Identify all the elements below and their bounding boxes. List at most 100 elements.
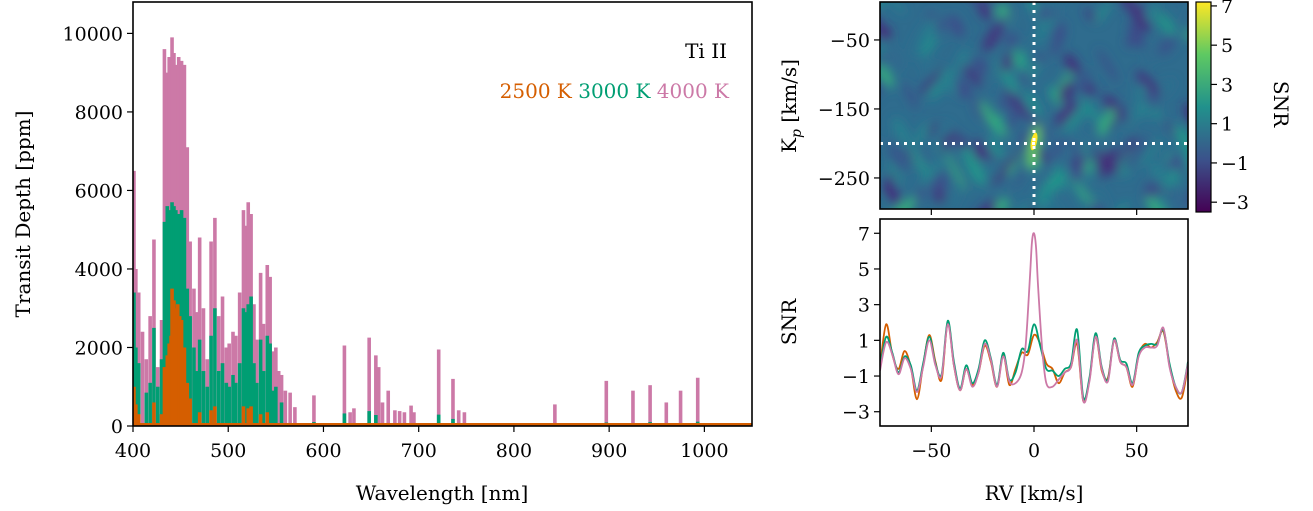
heatmap-cell xyxy=(902,81,918,110)
heatmap-y-ticks: −50 −150 −250 xyxy=(818,30,880,190)
snr-x-axis-label: RV [km/s] xyxy=(985,481,1084,505)
heatmap-x-ticks xyxy=(930,209,1138,215)
heatmap-cell xyxy=(1058,80,1075,103)
heatmap-cell xyxy=(1118,135,1137,167)
temperature-legend: 2500 K 3000 K 4000 K xyxy=(500,79,730,103)
heatmap-cell xyxy=(852,191,869,212)
heatmap-cell xyxy=(880,2,886,9)
x-tick-label: 500 xyxy=(210,440,246,462)
heatmap-cell xyxy=(918,65,944,97)
heatmap-cell xyxy=(1119,2,1145,20)
colorbar-ticks: 7 5 3 1 −1 −3 xyxy=(1211,0,1249,214)
heatmap-cell xyxy=(1146,45,1159,64)
heatmap-cell xyxy=(892,117,912,150)
heatmap-cell xyxy=(1164,167,1181,187)
heatmap-cell xyxy=(947,14,965,37)
heatmap-cell xyxy=(1066,176,1087,209)
heatmap-cell xyxy=(880,186,890,209)
y-tick-label: 4000 xyxy=(75,259,123,281)
heatmap-cell xyxy=(983,49,1004,84)
snr-y-axis-label: SNR xyxy=(777,298,801,345)
snr-line-3000K xyxy=(880,319,1188,401)
y-tick-label: 6000 xyxy=(75,180,123,202)
heatmap-cell xyxy=(1043,2,1067,12)
snr-vs-rv-panel: 7 5 3 1 −1 −3 −50 0 50 RV [km/s] SNR xyxy=(777,218,1189,505)
y-tick-label: −3 xyxy=(842,402,870,424)
y-tick-label: −1 xyxy=(842,366,870,388)
y-tick-label: 1 xyxy=(858,330,870,352)
x-tick-label: 50 xyxy=(1125,440,1149,462)
spectrum-y-ticks: 0 2000 4000 6000 8000 10000 xyxy=(63,23,133,438)
x-tick-label: −50 xyxy=(911,440,951,462)
heatmap-cell xyxy=(1033,186,1054,209)
heatmap-cell xyxy=(920,36,938,58)
heatmap-cell xyxy=(1135,99,1150,118)
heatmap-cell xyxy=(1052,21,1065,37)
y-tick-label: 7 xyxy=(858,223,870,245)
heatmap-cell xyxy=(1172,0,1188,1)
heatmap-cell xyxy=(1124,2,1151,13)
heatmap-cell xyxy=(1097,106,1119,135)
spectrum-panel: 400 500 600 700 800 900 1000 0 2000 4000 6000 8000… xyxy=(11,1,753,505)
heatmap-cell xyxy=(887,162,903,184)
x-tick-label: 700 xyxy=(401,440,437,462)
heatmap-cell xyxy=(1081,156,1100,190)
heatmap-cell xyxy=(1090,203,1103,209)
x-tick-label: 600 xyxy=(305,440,341,462)
heatmap-cell xyxy=(1145,195,1170,209)
heatmap-cell xyxy=(1000,48,1016,73)
spectrum-x-axis-label: Wavelength [nm] xyxy=(356,481,529,505)
heatmap-cell xyxy=(1084,8,1096,23)
heatmap-cell xyxy=(884,183,902,206)
heatmap-cell xyxy=(980,138,1001,167)
series-3000K xyxy=(133,202,700,426)
y-tick-label: 5 xyxy=(858,259,870,281)
heatmap-cell xyxy=(852,0,879,19)
heatmap-cell xyxy=(1055,198,1069,209)
y-tick-label: −250 xyxy=(818,168,870,190)
colorbar-tick-label: 7 xyxy=(1221,0,1233,18)
heatmap-cell xyxy=(848,0,876,20)
heatmap-cell xyxy=(1003,104,1017,127)
snr-line-2500K xyxy=(880,321,1188,404)
heatmap-cell xyxy=(938,122,952,136)
spectrum-plot-frame xyxy=(132,1,753,427)
heatmap-cell xyxy=(1100,91,1131,125)
heatmap-cell xyxy=(1124,135,1148,171)
heatmap-cell xyxy=(961,63,983,88)
heatmap-cell xyxy=(1071,160,1086,182)
heatmap-cell xyxy=(1077,69,1091,91)
colorbar xyxy=(1195,1,1212,213)
heatmap-cell xyxy=(1010,49,1029,72)
heatmap-cell xyxy=(1063,106,1087,132)
heatmap-cell xyxy=(971,199,999,209)
heatmap-cell xyxy=(918,151,932,166)
heatmap-cell xyxy=(1005,108,1024,136)
y-tick-label: 0 xyxy=(111,416,123,438)
heatmap-cell xyxy=(1027,61,1041,81)
heatmap-cell xyxy=(1183,29,1188,43)
heatmap-cell xyxy=(850,121,871,143)
heatmap-cell xyxy=(1021,209,1034,225)
colorbar-label: SNR xyxy=(1269,81,1293,128)
heatmap-cell xyxy=(999,98,1008,111)
y-tick-label: −50 xyxy=(830,30,870,52)
heatmap-cell xyxy=(867,15,878,30)
heatmap-cell xyxy=(940,129,957,154)
heatmap-peak xyxy=(1030,132,1038,151)
heatmap-cell xyxy=(865,135,879,151)
y-tick-label: 8000 xyxy=(75,102,123,124)
heatmap-cells xyxy=(848,0,1188,225)
heatmap-cell xyxy=(982,22,1005,53)
legend-4000K: 4000 K xyxy=(657,79,730,103)
heatmap-cell xyxy=(910,147,930,180)
heatmap-cell xyxy=(971,139,988,161)
spectrum-y-axis-label: Transit Depth [ppm] xyxy=(11,111,35,318)
y-tick-label: 3 xyxy=(858,295,870,317)
heatmap-cell xyxy=(955,48,970,70)
heatmap-cell xyxy=(1142,179,1160,201)
heatmap-cell xyxy=(880,64,894,87)
x-tick-label: 900 xyxy=(591,440,627,462)
colorbar-tick-label: 1 xyxy=(1221,114,1233,136)
